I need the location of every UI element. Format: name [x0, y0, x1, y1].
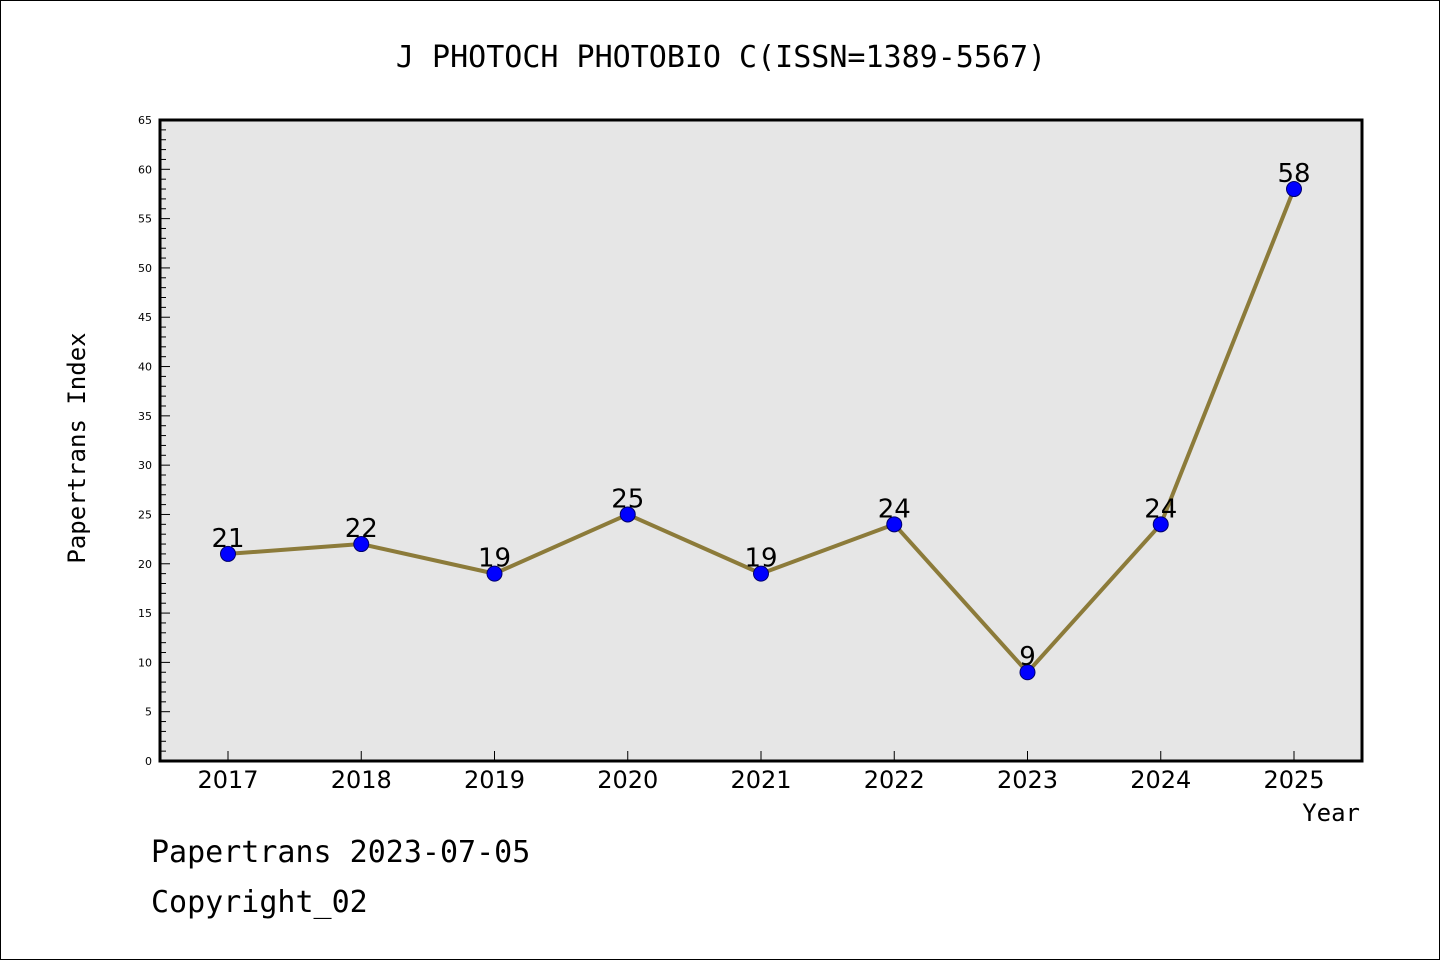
y-tick-label: 45	[138, 311, 152, 324]
y-tick-label: 10	[138, 656, 152, 669]
x-tick-label: 2021	[730, 766, 791, 794]
data-point	[353, 536, 370, 553]
y-tick-label: 25	[138, 508, 152, 521]
footer-date: Papertrans 2023-07-05	[151, 835, 531, 870]
data-label: 24	[1144, 494, 1177, 524]
y-tick-label: 30	[138, 459, 152, 472]
x-axis: 2017 2018 2019 2020 2021 2022 2023 2024 2025	[197, 751, 1325, 794]
y-axis: 0 5 10 15 20 25 30 35 40 45 50 55 60 65	[138, 114, 170, 768]
x-tick-label: 2018	[331, 766, 392, 794]
y-tick-label: 55	[138, 213, 152, 226]
y-tick-label: 65	[138, 114, 152, 127]
x-tick-label: 2022	[864, 766, 925, 794]
x-tick-label: 2017	[197, 766, 258, 794]
data-point	[1152, 516, 1169, 533]
y-tick-label: 50	[138, 262, 152, 275]
x-tick-label: 2024	[1130, 766, 1191, 794]
data-point	[619, 506, 636, 523]
plot-area	[160, 120, 1362, 761]
y-tick-label: 60	[138, 163, 152, 176]
chart-title: J PHOTOCH PHOTOBIO C(ISSN=1389-5567)	[396, 40, 1046, 75]
data-point	[1286, 181, 1302, 198]
data-label: 9	[1019, 642, 1036, 672]
data-point	[220, 545, 236, 562]
x-tick-label: 2019	[464, 766, 525, 794]
data-point	[753, 565, 769, 582]
data-label: 25	[611, 484, 644, 514]
y-axis-label: Papertrans Index	[63, 332, 91, 563]
data-point	[886, 516, 903, 533]
x-axis-label: Year	[1302, 799, 1360, 827]
data-label: 19	[478, 544, 511, 574]
plot-border	[158, 118, 1364, 763]
data-point	[1019, 664, 1036, 681]
y-tick-label: 20	[138, 558, 152, 571]
data-label: 22	[345, 514, 378, 544]
x-tick-label: 2025	[1263, 766, 1324, 794]
y-tick-label: 0	[145, 755, 152, 768]
data-label: 24	[878, 494, 911, 524]
y-tick-label: 40	[138, 361, 152, 374]
x-tick-label: 2023	[997, 766, 1058, 794]
data-label: 21	[211, 524, 244, 554]
y-tick-label: 15	[138, 607, 152, 620]
data-label: 58	[1277, 159, 1310, 189]
x-tick-label: 2020	[597, 766, 658, 794]
data-label: 19	[744, 544, 777, 574]
y-tick-label: 5	[145, 706, 152, 719]
series-layer: 21 22 19 25 19 24 9 24 58	[211, 159, 1311, 681]
data-point	[486, 565, 503, 582]
y-tick-label: 35	[138, 410, 152, 423]
footer-copyright: Copyright_02	[151, 885, 368, 920]
